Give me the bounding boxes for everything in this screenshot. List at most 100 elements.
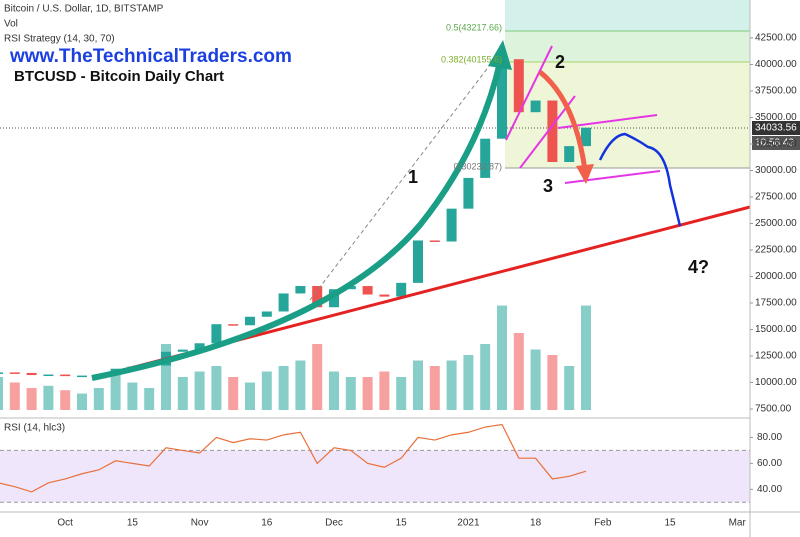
volume-bar [480,344,491,410]
volume-bar [77,393,87,410]
volume-bar [245,382,255,410]
volume-bar [228,377,239,410]
candle [329,289,339,308]
y-tick-label: 12500.00 [755,351,797,362]
indicator: RSI Strategy (14, 30, 70) [4,34,115,45]
y-tick-label: 25000.00 [755,218,797,229]
rsi-band [0,450,750,503]
candle [379,294,390,297]
volume-bar [60,390,71,410]
candle [513,59,524,113]
arrow-head [576,164,594,184]
y-tick-label: 30000.00 [755,165,797,176]
fib-zone [505,62,750,168]
fib-label: 0(30232.87) [453,161,502,171]
last-price: 34033.56 [755,123,797,134]
candle [194,343,205,350]
candle [446,208,457,242]
candle [43,374,54,377]
x-tick-label: 15 [396,518,408,529]
arrow [538,70,588,171]
volume-bar [43,385,54,410]
annotation: 4? [688,257,709,277]
arrow [91,61,503,381]
channel [505,45,553,141]
fib-label: 0.5(43217.66) [446,22,502,32]
x-tick-label: Nov [191,518,209,529]
projection [598,132,682,227]
volume-bar [0,377,3,410]
volume-bar [261,371,272,410]
volume-bar [362,377,373,410]
candle [396,282,407,297]
x-tick-label: 15 [664,518,676,529]
y-tick-label: 15000.00 [755,324,797,335]
y-tick-label: 35000.00 [755,112,797,123]
volume-bar [295,360,306,410]
volume-bar [144,388,155,410]
x-tick-label: 18 [530,518,542,529]
candle [295,286,306,294]
x-tick-label: 2021 [457,518,480,529]
rsi-title: RSI (14, hlc3) [4,423,65,434]
volume-bar [177,377,188,410]
x-tick-label: Feb [594,518,612,529]
volume-bar [396,377,407,410]
candle [26,372,37,376]
arrow-head [488,40,512,70]
y-tick-label: 42500.00 [755,33,797,44]
volume-bar [581,305,591,410]
volume-bar [547,355,558,410]
volume-bar [211,366,222,410]
volume-bar [194,371,205,410]
y-tick-label: 22500.00 [755,245,797,256]
x-tick-label: Dec [325,518,343,529]
volume-bar [413,360,423,410]
x-tick-label: Oct [57,518,73,529]
y-tick-label: 27500.00 [755,192,797,203]
candle [480,138,491,178]
channel [564,170,661,184]
x-tick-label: 15 [127,518,139,529]
volume-bar [127,382,138,410]
candle [245,316,255,326]
candle [211,324,222,344]
volume-bar [9,382,20,410]
volume-bar [530,349,541,410]
candle [177,349,188,352]
candle [463,177,474,209]
countdown-box [752,136,800,150]
candle [530,100,541,113]
x-tick-label: Mar [729,518,747,529]
y-tick-label: 7500.00 [755,404,792,415]
candle [77,375,87,378]
subtitle: BTCUSD - Bitcoin Daily Chart [14,68,224,85]
candle [312,286,323,308]
candle [497,59,507,139]
y-tick-label: 60.00 [757,458,782,469]
y-tick-label: 37500.00 [755,86,797,97]
volume-bar [429,366,440,410]
fib-label: 0.382(40155.6) [441,54,502,64]
candle [362,286,373,295]
volume-bar [345,377,356,410]
fib-zone [505,31,750,62]
annotation: 3 [543,176,553,196]
watermark: www.TheTechnicalTraders.com [9,46,292,67]
volume-bar [513,333,524,410]
annotation: 2 [555,52,565,72]
candle [564,146,575,163]
volume-bar [564,366,575,410]
annotation: 1 [408,167,418,187]
volume-bar [446,360,457,410]
y-tick-label: 32500.00 [755,139,797,150]
volume-bar [93,388,104,410]
candle [547,100,558,163]
volume-bar [379,371,390,410]
volume-bar [110,371,121,410]
y-tick-label: 40.00 [757,484,782,495]
drawing [309,47,504,301]
volume-bar [329,371,339,410]
candle [0,372,3,374]
